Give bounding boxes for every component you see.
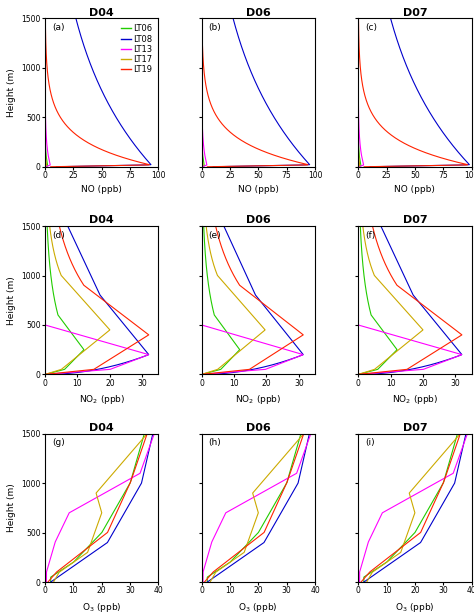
X-axis label: NO$_2$ (ppb): NO$_2$ (ppb) — [235, 393, 282, 406]
Text: (b): (b) — [209, 23, 221, 32]
Text: (c): (c) — [365, 23, 377, 32]
Title: D04: D04 — [90, 7, 114, 18]
X-axis label: O$_3$ (ppb): O$_3$ (ppb) — [238, 600, 278, 614]
Title: D07: D07 — [402, 216, 427, 225]
Text: (g): (g) — [52, 438, 64, 447]
Title: D06: D06 — [246, 216, 271, 225]
Text: (a): (a) — [52, 23, 64, 32]
Text: (f): (f) — [365, 230, 375, 239]
Title: D07: D07 — [402, 7, 427, 18]
X-axis label: NO$_2$ (ppb): NO$_2$ (ppb) — [392, 393, 438, 406]
Text: (d): (d) — [52, 230, 64, 239]
Legend: LT06, LT08, LT13, LT17, LT19: LT06, LT08, LT13, LT17, LT19 — [119, 23, 155, 76]
Title: D04: D04 — [90, 423, 114, 433]
X-axis label: NO (ppb): NO (ppb) — [394, 185, 435, 195]
Title: D04: D04 — [90, 216, 114, 225]
Y-axis label: Height (m): Height (m) — [7, 276, 16, 325]
X-axis label: NO (ppb): NO (ppb) — [82, 185, 122, 195]
Y-axis label: Height (m): Height (m) — [7, 484, 16, 532]
Y-axis label: Height (m): Height (m) — [7, 68, 16, 117]
Title: D07: D07 — [402, 423, 427, 433]
Text: (e): (e) — [209, 230, 221, 239]
Text: (h): (h) — [209, 438, 221, 447]
X-axis label: O$_3$ (ppb): O$_3$ (ppb) — [82, 600, 122, 614]
Title: D06: D06 — [246, 7, 271, 18]
X-axis label: NO (ppb): NO (ppb) — [238, 185, 279, 195]
X-axis label: O$_3$ (ppb): O$_3$ (ppb) — [395, 600, 435, 614]
Title: D06: D06 — [246, 423, 271, 433]
Text: (i): (i) — [365, 438, 374, 447]
X-axis label: NO$_2$ (ppb): NO$_2$ (ppb) — [79, 393, 125, 406]
